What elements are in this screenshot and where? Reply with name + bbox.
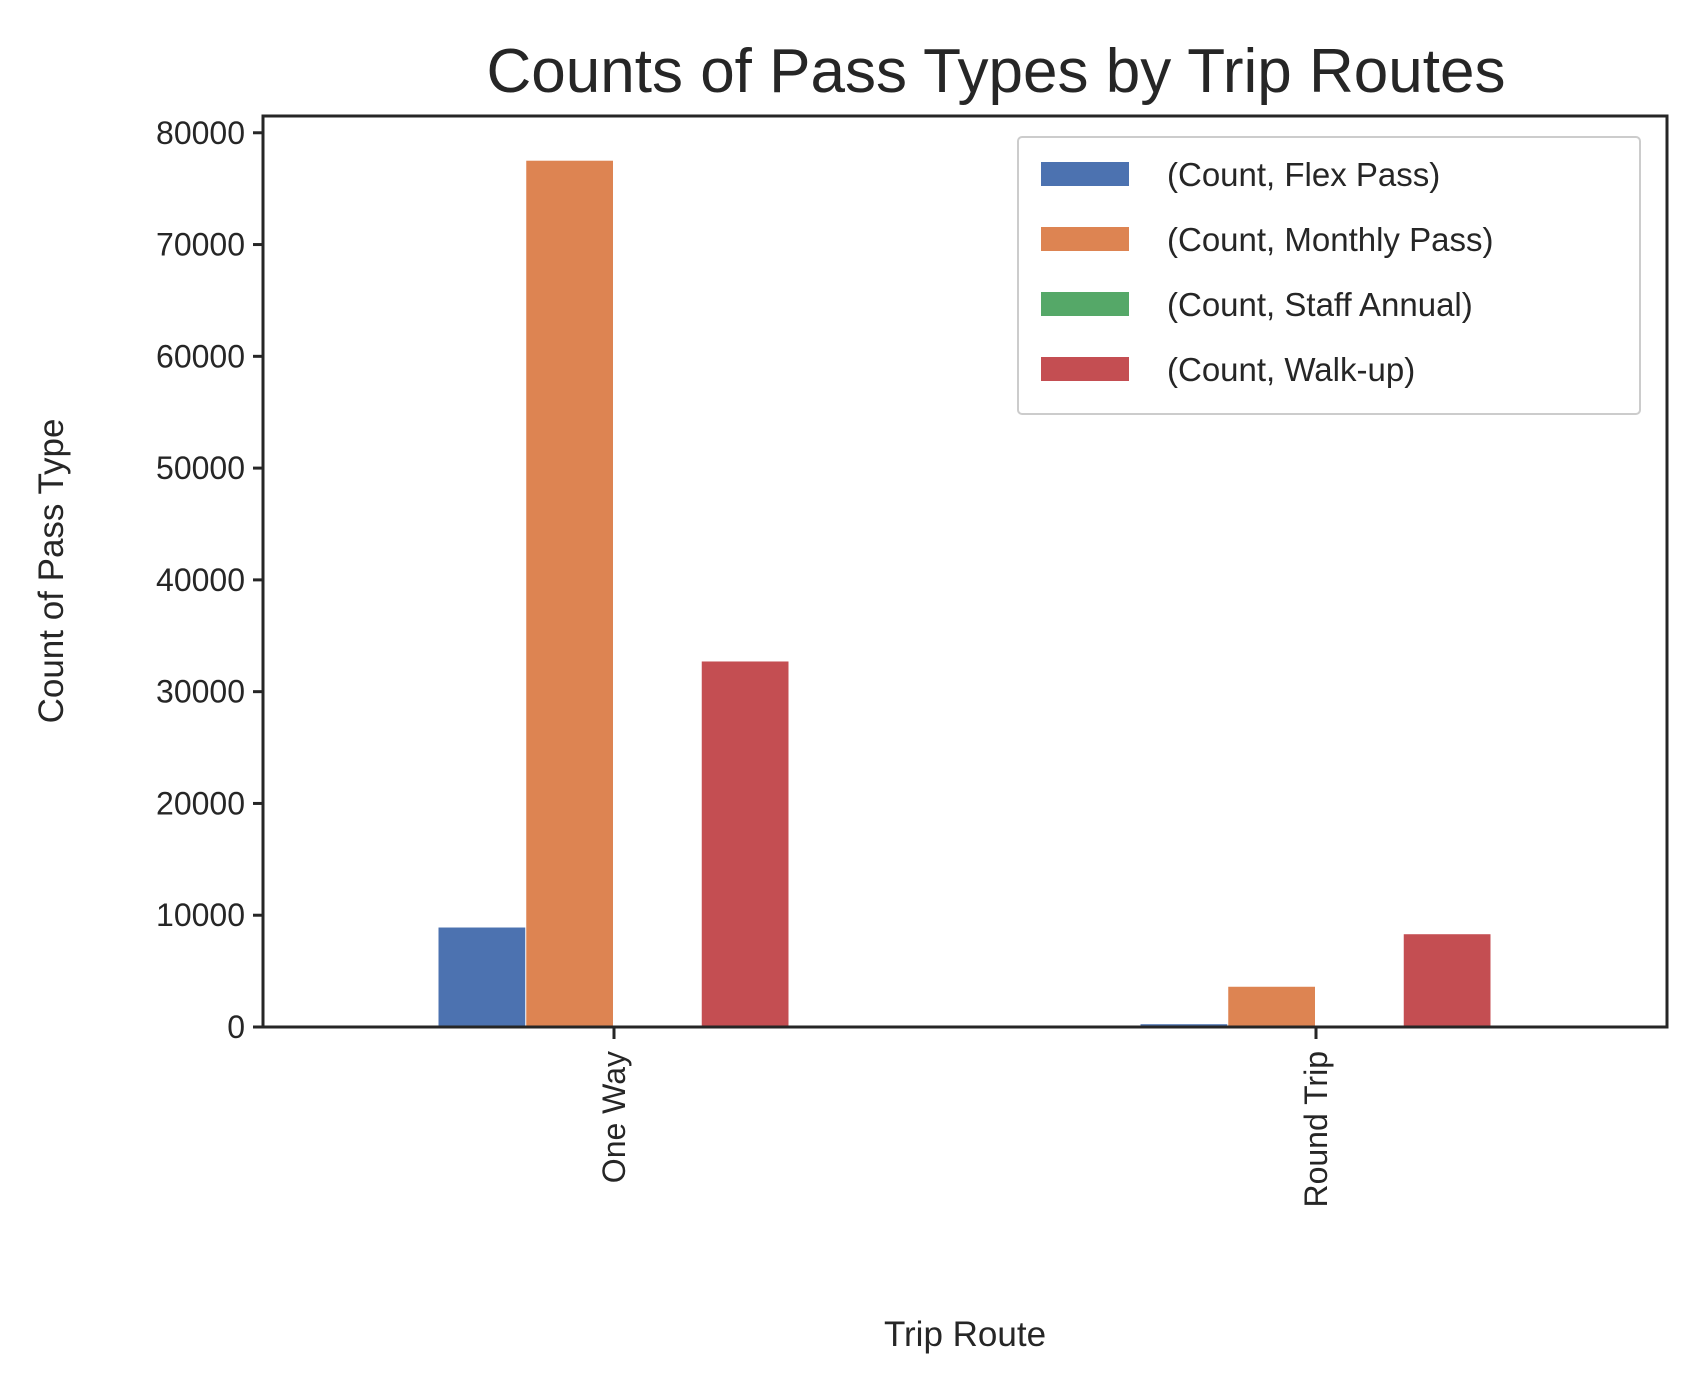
legend-swatch-0 [1041, 162, 1129, 186]
legend: (Count, Flex Pass) (Count, Monthly Pass) (… [1017, 136, 1641, 415]
y-tick-label-8: 80000 [156, 115, 245, 151]
bar-1-1 [1228, 986, 1315, 1027]
bar-0-1 [526, 160, 613, 1027]
legend-swatch-3 [1041, 357, 1129, 381]
plot-frame [261, 114, 1669, 1029]
legend-label-2: (Count, Staff Annual) [1167, 286, 1473, 323]
x-axis-label: Trip Route [884, 1315, 1046, 1354]
y-axis: 0 10000 20000 30000 40000 50000 60000 70000 8000… [156, 115, 263, 1045]
chart-title: Counts of Pass Types by Trip Routes [487, 37, 1506, 106]
x-tick-label-1: Round Trip [1298, 1051, 1334, 1208]
y-tick-label-5: 50000 [156, 450, 245, 486]
x-tick-label-0: One Way [596, 1051, 632, 1183]
legend-label-3: (Count, Walk-up) [1167, 351, 1415, 388]
y-axis-label: Count of Pass Type [32, 419, 71, 724]
y-tick-label-6: 60000 [156, 338, 245, 374]
x-axis: One Way Round Trip [596, 1027, 1334, 1208]
bar-0-0 [438, 927, 526, 1027]
y-tick-label-1: 10000 [156, 897, 245, 933]
bars-group [438, 160, 1491, 1027]
legend-swatch-1 [1041, 227, 1129, 251]
legend-frame [1017, 136, 1641, 415]
y-tick-label-3: 30000 [156, 674, 245, 710]
y-tick-label-4: 40000 [156, 562, 245, 598]
bar-0-3 [701, 661, 789, 1027]
legend-label-1: (Count, Monthly Pass) [1167, 221, 1493, 258]
legend-label-0: (Count, Flex Pass) [1167, 156, 1440, 193]
legend-swatch-2 [1041, 292, 1129, 316]
y-tick-label-0: 0 [227, 1009, 245, 1045]
y-tick-label-2: 20000 [156, 785, 245, 821]
y-tick-label-7: 70000 [156, 227, 245, 263]
bar-1-3 [1403, 934, 1491, 1027]
